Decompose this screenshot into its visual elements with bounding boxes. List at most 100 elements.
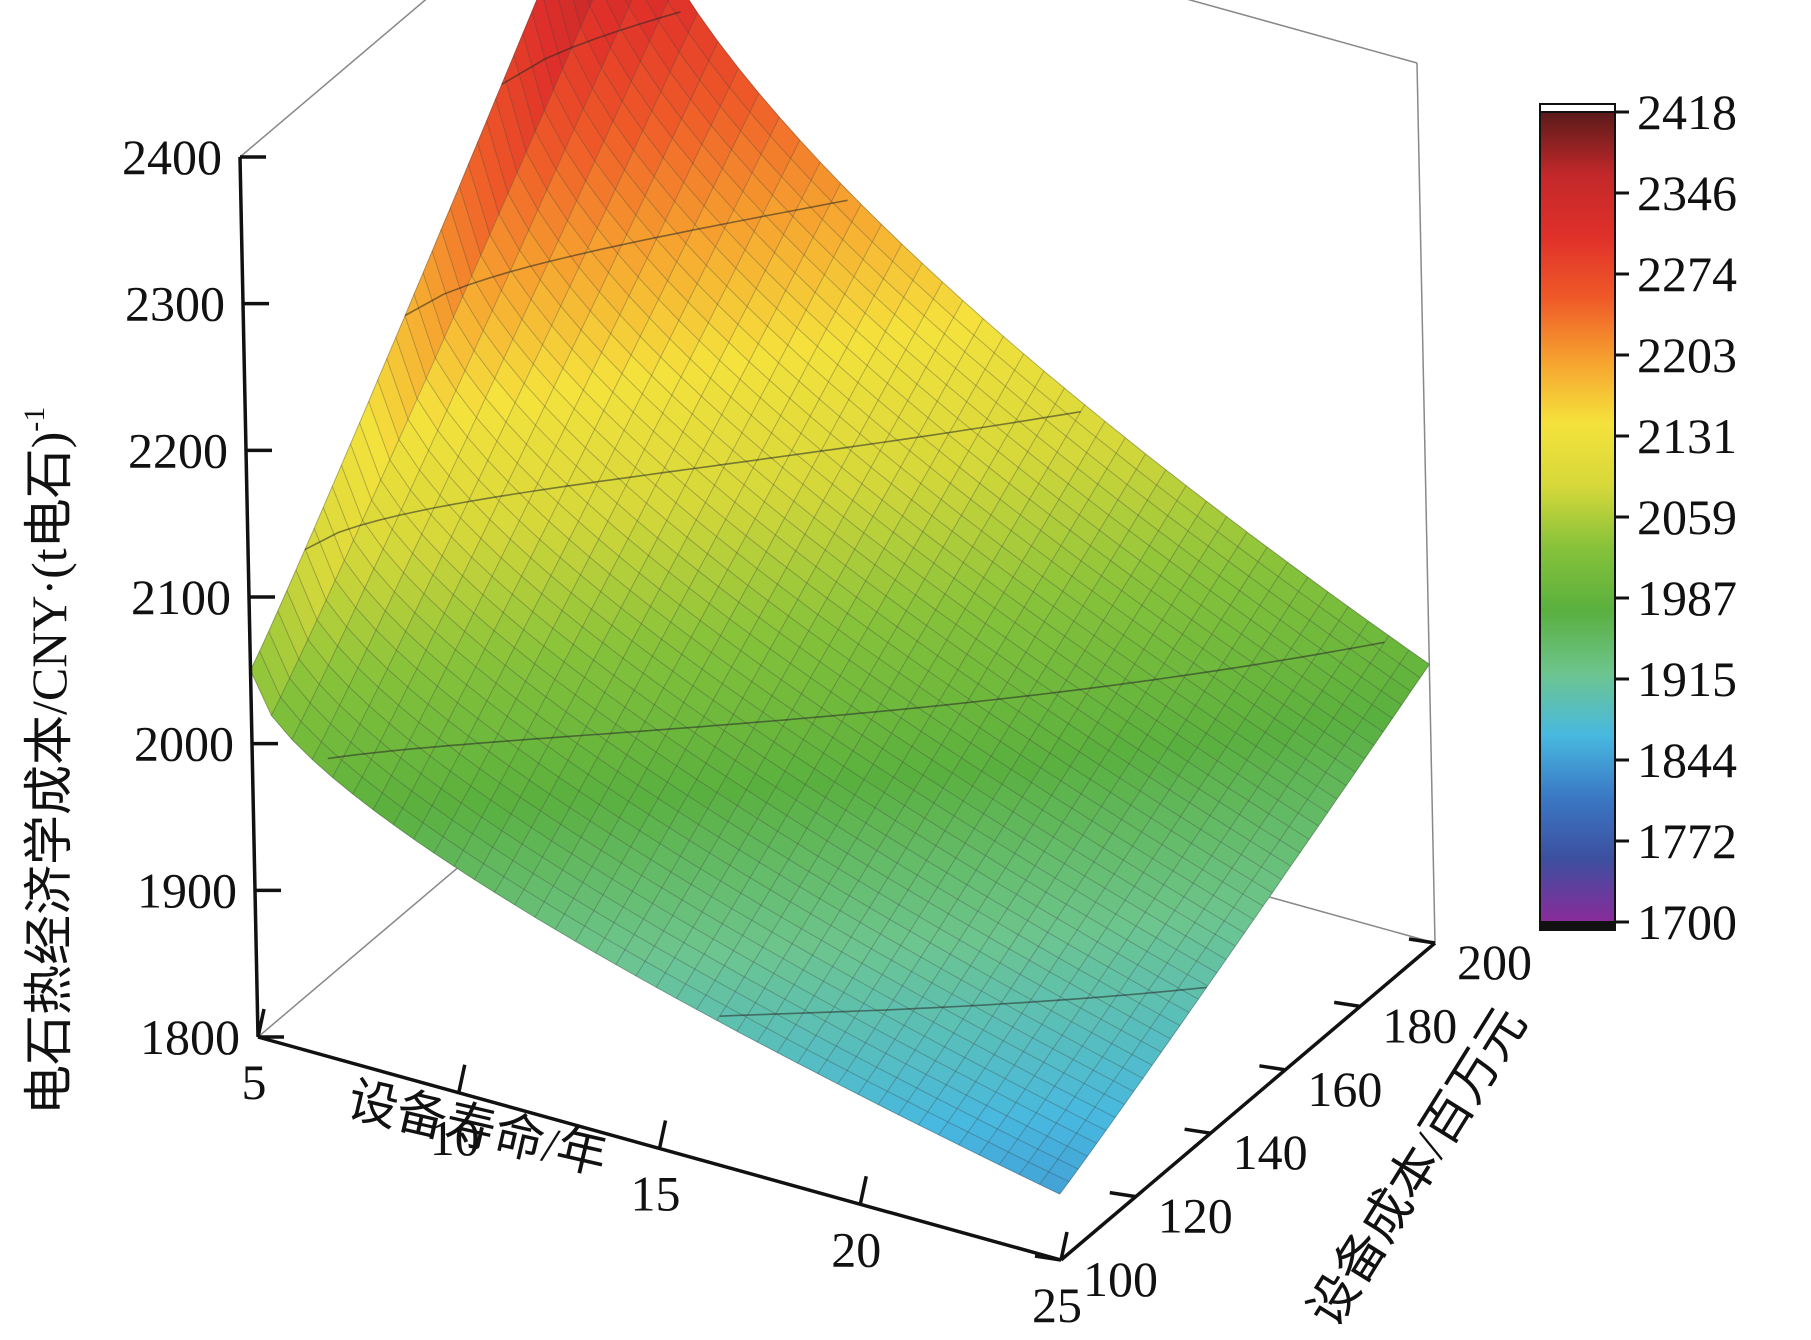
mesh-line-y bbox=[313, 528, 1125, 1105]
y-axis-line bbox=[1059, 941, 1437, 1262]
colorbar-tick-label: 1915 bbox=[1637, 651, 1737, 707]
mesh-line-x bbox=[675, 370, 1045, 999]
box-edge-3 bbox=[239, 0, 427, 158]
mesh-line-x bbox=[1039, 649, 1410, 1185]
mesh-line-x bbox=[270, 0, 594, 716]
mesh-line-x bbox=[918, 562, 1288, 1126]
mesh-line-y bbox=[404, 315, 1218, 974]
mesh-line-x bbox=[291, 0, 633, 740]
mesh-line-y bbox=[467, 164, 1282, 880]
x-tick-mark bbox=[657, 1120, 668, 1149]
contour-line bbox=[327, 641, 1385, 760]
mesh-line-y bbox=[340, 465, 1153, 1066]
mesh-line-y bbox=[377, 379, 1190, 1013]
mesh-line-y bbox=[543, 0, 1356, 773]
colorbar: 2418 2346 2274 2203 2131 2059 1987 1915 1844 1772… bbox=[1539, 84, 1737, 950]
y-tick-mark bbox=[1408, 937, 1436, 945]
mesh-line-y bbox=[486, 120, 1301, 854]
mesh-line-y bbox=[688, 0, 1430, 665]
z-tick-label: 2000 bbox=[134, 716, 234, 772]
mesh-line-y bbox=[259, 650, 1070, 1183]
mesh-line-x bbox=[817, 485, 1187, 1074]
mesh-line-y bbox=[295, 569, 1107, 1131]
y-tick-mark bbox=[1184, 1127, 1211, 1135]
mesh-line-x bbox=[595, 300, 964, 954]
mesh-line-x bbox=[1059, 664, 1430, 1195]
surface-cell bbox=[625, 0, 633, 8]
z-tick-label: 2400 bbox=[122, 129, 222, 185]
mesh-line-x bbox=[352, 41, 719, 795]
y-tick-label: 120 bbox=[1158, 1188, 1233, 1244]
mesh-line-x bbox=[877, 531, 1248, 1105]
colorbar-tick-label: 1772 bbox=[1637, 813, 1737, 869]
mesh-line-y bbox=[350, 443, 1162, 1053]
box-edge-2 bbox=[1416, 62, 1436, 944]
x-tick-label: 25 bbox=[1032, 1277, 1082, 1333]
colorbar-tick-label: 2346 bbox=[1637, 165, 1737, 221]
mesh-line-y bbox=[304, 548, 1116, 1118]
mesh-line-y bbox=[440, 229, 1255, 920]
surface-mesh bbox=[250, 0, 1430, 1195]
mesh-line-y bbox=[449, 207, 1264, 907]
mesh-line-y bbox=[431, 251, 1245, 934]
mesh-line-y bbox=[531, 11, 1347, 787]
mesh-line-y bbox=[368, 401, 1181, 1027]
mesh-line-x bbox=[514, 224, 882, 906]
colorbar-tick-label: 1987 bbox=[1637, 570, 1737, 626]
mesh-line-y bbox=[666, 0, 1421, 679]
box-edge-1 bbox=[1187, 0, 1418, 64]
axes: 1800 1900 2000 2100 2200 2300 2400 5 10 15 20 25 100… bbox=[122, 129, 1532, 1333]
mesh-line-y bbox=[250, 670, 1060, 1195]
mesh-line-y bbox=[458, 186, 1273, 894]
mesh-line-x bbox=[756, 437, 1126, 1043]
mesh-line-y bbox=[395, 337, 1208, 987]
mesh-line-y bbox=[572, 0, 1375, 746]
mesh-line-x bbox=[776, 453, 1146, 1053]
mesh-line-x bbox=[696, 387, 1065, 1010]
mesh-line-x bbox=[998, 621, 1369, 1165]
y-tick-label: 140 bbox=[1233, 1124, 1308, 1180]
surface-cell bbox=[587, 0, 593, 8]
mesh-line-x bbox=[413, 116, 780, 840]
mesh-line-x bbox=[554, 262, 923, 930]
contour-line bbox=[404, 199, 848, 317]
y-tick-mark bbox=[1333, 1000, 1361, 1009]
mesh-line-y bbox=[587, 0, 1384, 733]
mesh-line-x bbox=[534, 243, 903, 918]
mesh-line-x bbox=[857, 516, 1228, 1095]
z-tick-label: 2200 bbox=[128, 422, 228, 478]
surface-cell bbox=[1039, 1171, 1070, 1195]
mesh-line-x bbox=[574, 281, 943, 942]
z-tick-label: 2300 bbox=[125, 276, 225, 332]
mesh-line-x bbox=[433, 139, 801, 854]
mesh-line-x bbox=[494, 203, 862, 893]
mesh-line-x bbox=[332, 12, 698, 778]
mesh-line-x bbox=[655, 353, 1025, 988]
z-axis-title: 电石热经济学成本/CNY·(t电石)-1 bbox=[18, 407, 77, 1115]
mesh-line-y bbox=[322, 507, 1134, 1092]
mesh-line-x bbox=[1018, 635, 1390, 1175]
x-tick-label: 5 bbox=[242, 1054, 267, 1110]
z-axis-title-superscript: -1 bbox=[18, 407, 51, 432]
mesh-line-y bbox=[495, 98, 1310, 840]
z-tick-label: 1800 bbox=[140, 1009, 240, 1065]
colorbar-tick-label: 2274 bbox=[1637, 246, 1737, 302]
mesh-line-y bbox=[277, 610, 1088, 1157]
mesh-line-x bbox=[392, 93, 760, 825]
mesh-line-x bbox=[978, 606, 1349, 1156]
y-tick-mark bbox=[1259, 1064, 1286, 1072]
colorbar-underflow-cap bbox=[1539, 921, 1616, 931]
z-tick-label: 2100 bbox=[131, 569, 231, 625]
mesh-line-x bbox=[797, 469, 1167, 1064]
mesh-line-y bbox=[504, 77, 1319, 827]
mesh-line-x bbox=[250, 0, 538, 671]
mesh-line-y bbox=[359, 422, 1171, 1040]
x-tick-mark bbox=[256, 1008, 266, 1038]
mesh-line-x bbox=[837, 500, 1207, 1085]
mesh-line-y bbox=[331, 486, 1144, 1079]
mesh-line-y bbox=[477, 142, 1291, 867]
mesh-line-x bbox=[453, 161, 821, 867]
x-tick-mark bbox=[457, 1064, 467, 1094]
